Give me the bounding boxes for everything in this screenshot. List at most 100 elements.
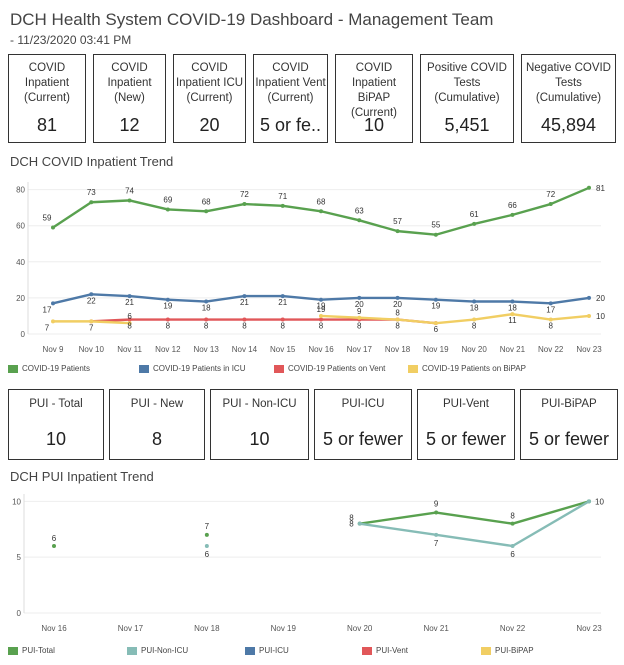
y-tick-label: 40 (16, 258, 25, 267)
data-point (165, 207, 170, 212)
x-tick-label: Nov 15 (270, 345, 296, 354)
data-label: 8 (242, 322, 247, 331)
data-point (510, 544, 515, 549)
legend-item-pui-bipap[interactable]: PUI-BiPAP (481, 646, 534, 655)
kpi-pui-total[interactable]: PUI - Total 10 (8, 389, 104, 460)
kpi-value: 5 or fewer (425, 429, 507, 449)
series-line (320, 312, 590, 325)
data-label: 8 (395, 322, 400, 331)
legend-label: COVID-19 Patients in ICU (153, 364, 246, 373)
data-label: 21 (240, 298, 249, 307)
data-label: 10 (595, 497, 604, 506)
legend-item-pui-non-icu[interactable]: PUI-Non-ICU (127, 646, 245, 655)
x-tick-label: Nov 20 (461, 345, 487, 354)
legend-item-vent[interactable]: COVID-19 Patients on Vent (274, 364, 408, 373)
data-label: 9 (357, 307, 362, 316)
y-tick-label: 20 (16, 294, 25, 303)
x-tick-label: Nov 17 (347, 345, 373, 354)
kpi-pui-non-icu[interactable]: PUI - Non-ICU 10 (210, 389, 309, 460)
legend-item-icu[interactable]: COVID-19 Patients in ICU (139, 364, 274, 373)
legend-item-covid-patients[interactable]: COVID-19 Patients (8, 364, 139, 373)
legend-item-pui-vent[interactable]: PUI-Vent (362, 646, 481, 655)
data-label: 6 (434, 325, 439, 334)
kpi-pui-icu[interactable]: PUI-ICU 5 or fewer (314, 389, 412, 460)
data-label: 6 (205, 550, 210, 559)
data-point (319, 297, 323, 302)
x-tick-label: Nov 19 (271, 624, 297, 633)
data-point (204, 532, 209, 537)
data-label: 9 (434, 500, 439, 509)
data-label: 19 (163, 302, 172, 311)
x-tick-label: Nov 22 (500, 624, 526, 633)
data-label: 18 (202, 304, 211, 313)
legend-label: PUI-Total (22, 646, 55, 655)
data-label: 71 (278, 192, 287, 201)
legend-label: PUI-BiPAP (495, 646, 534, 655)
legend-swatch (245, 646, 255, 655)
kpi-label: PUI-ICU (341, 398, 385, 410)
data-point (510, 212, 515, 217)
legend-label: COVID-19 Patients on Vent (288, 364, 386, 373)
legend-item-pui-icu[interactable]: PUI-ICU (245, 646, 362, 655)
series-line (359, 500, 590, 525)
data-point (51, 319, 55, 324)
kpi-covid-bipap-current[interactable]: COVID Inpatient BiPAP (Current) 10 (335, 54, 413, 143)
legend-swatch (8, 646, 18, 655)
data-point (357, 218, 362, 223)
data-label: 74 (125, 186, 134, 195)
data-label: 6 (510, 550, 515, 559)
data-point (242, 294, 247, 299)
data-label: 8 (349, 514, 354, 523)
data-label: 8 (357, 322, 362, 331)
kpi-pui-bipap[interactable]: PUI-BiPAP 5 or fewer (520, 389, 618, 460)
x-tick-label: Nov 16 (308, 345, 334, 354)
data-point (357, 521, 362, 526)
data-label: 68 (317, 197, 326, 206)
kpi-covid-icu-current[interactable]: COVID Inpatient ICU (Current) 20 (173, 54, 246, 143)
x-tick-label: Nov 21 (423, 624, 449, 633)
x-tick-label: Nov 18 (385, 345, 411, 354)
kpi-label: PUI - Total (29, 398, 83, 410)
data-label: 73 (87, 188, 96, 197)
kpi-covid-inpatient-new[interactable]: COVID Inpatient (New) 12 (93, 54, 166, 143)
kpi-value: 45,894 (540, 115, 597, 135)
data-point (127, 317, 132, 322)
kpi-negative-tests[interactable]: Negative COVID Tests (Cumulative) 45,894 (521, 54, 616, 143)
kpi-value: 8 (151, 429, 162, 449)
data-label: 20 (355, 300, 364, 309)
kpi-value: 5,451 (444, 115, 490, 135)
data-point (242, 202, 247, 207)
kpi-label: COVID Inpatient BiPAP (Current) (350, 62, 397, 119)
data-label: 59 (43, 214, 52, 223)
kpi-covid-inpatient-current[interactable]: COVID Inpatient (Current) 81 (8, 54, 86, 143)
kpi-pui-new[interactable]: PUI - New 8 (109, 389, 205, 460)
y-tick-label: 60 (16, 222, 25, 231)
data-point (433, 232, 438, 237)
data-label: 18 (470, 304, 479, 313)
data-point (510, 299, 515, 304)
data-point (204, 209, 209, 214)
y-tick-label: 80 (16, 186, 25, 195)
x-tick-label: Nov 23 (576, 345, 602, 354)
data-label: 8 (510, 512, 515, 521)
kpi-value: 10 (45, 429, 67, 449)
legend-item-bipap[interactable]: COVID-19 Patients on BiPAP (408, 364, 526, 373)
kpi-pui-vent[interactable]: PUI-Vent 5 or fewer (417, 389, 515, 460)
data-point (242, 317, 247, 322)
legend-item-pui-total[interactable]: PUI-Total (8, 646, 127, 655)
kpi-value: 20 (199, 115, 220, 135)
data-point (548, 301, 553, 306)
data-point (127, 198, 132, 203)
x-tick-label: Nov 13 (193, 345, 219, 354)
data-point (204, 299, 209, 304)
kpi-covid-vent-current[interactable]: COVID Inpatient Vent (Current) 5 or fe.. (253, 54, 328, 143)
data-point (89, 292, 94, 297)
covid-inpatient-trend-chart: 0 20 40 60 80 Nov 9 Nov 10 Nov 11 Nov 12 Nov 13 No… (16, 182, 605, 354)
data-label: 20 (596, 294, 605, 303)
data-label: 7 (205, 522, 210, 531)
legend-swatch (139, 364, 149, 373)
data-label: 7 (434, 539, 439, 548)
data-point (127, 321, 132, 326)
legend-label: PUI-Vent (376, 646, 409, 655)
kpi-positive-tests[interactable]: Positive COVID Tests (Cumulative) 5,451 (420, 54, 514, 143)
